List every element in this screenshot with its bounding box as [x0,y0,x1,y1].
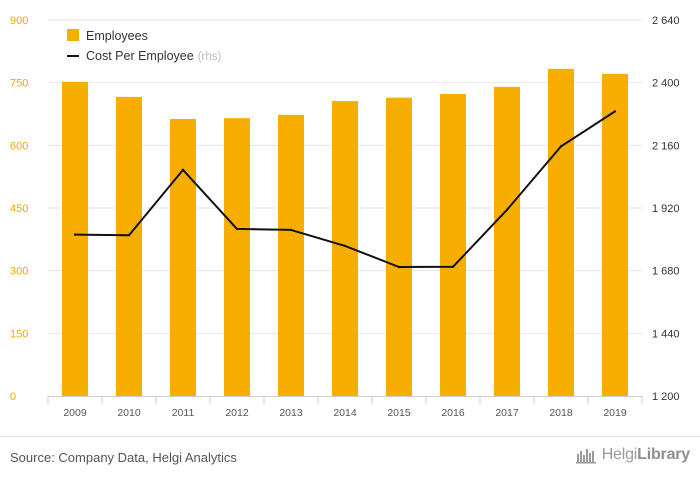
left-tick-label: 450 [10,203,28,215]
line-point-2017[interactable] [505,208,509,212]
right-tick-label: 1 200 [652,391,680,403]
right-tick-label: 1 680 [652,266,680,278]
library-bars-icon [575,449,596,464]
bar-series-employees [62,68,628,397]
source-note: Source: Company Data, Helgi Analytics [10,450,237,465]
legend-label-cost-per-employee[interactable]: Cost Per Employee (rhs) [86,49,221,63]
line-point-2019[interactable] [613,110,617,113]
line-point-2018[interactable] [559,145,563,148]
line-point-2009[interactable] [73,233,77,236]
x-tick-label: 2019 [603,407,627,419]
x-tick-label: 2017 [495,407,519,419]
bar-2013[interactable] [278,114,304,396]
line-point-2015[interactable] [397,265,401,269]
x-axis: 2009 2010 2011 2012 2013 2014 2015 2016 2017 2018… [47,396,643,419]
right-tick-label: 1 920 [652,203,680,215]
x-tick-label: 2012 [225,407,249,419]
line-point-2014[interactable] [343,244,347,248]
line-series-cost-per-employee [73,110,617,269]
x-tick-label: 2010 [117,407,141,419]
left-tick-label: 300 [10,266,28,278]
line-point-2013[interactable] [289,228,293,232]
bar-2011[interactable] [170,119,196,396]
left-tick-label: 600 [10,140,28,152]
x-tick-label: 2013 [279,407,303,419]
x-tick-label: 2009 [63,407,87,419]
left-axis-ticks: 0 150 300 450 600 750 900 [10,15,28,403]
line-point-2012[interactable] [235,227,239,231]
right-axis-ticks: 1 200 1 440 1 680 1 920 2 160 2 400 2 640 [652,15,680,403]
bar-2012[interactable] [224,118,250,396]
legend-swatch-employees [67,29,79,41]
helgi-library-logo[interactable]: HelgiLibrary [575,446,691,464]
legend[interactable]: Employees Cost Per Employee (rhs) [67,29,221,63]
x-tick-label: 2011 [172,407,195,419]
x-tick-label: 2014 [333,407,357,419]
right-tick-label: 2 640 [652,15,680,27]
x-tick-label: 2016 [441,407,465,419]
left-tick-label: 0 [10,391,16,403]
footer: Source: Company Data, Helgi Analytics He… [0,436,700,483]
right-tick-label: 2 400 [652,78,680,90]
line-point-2016[interactable] [451,265,455,268]
bar-2017[interactable] [494,86,520,396]
bar-2016[interactable] [440,93,466,397]
left-tick-label: 750 [10,78,28,90]
footer-divider [0,436,700,437]
legend-label-employees[interactable]: Employees [86,29,148,43]
chart: 2009 2010 2011 2012 2013 2014 2015 2016 2017 2018… [10,15,680,419]
left-tick-label: 150 [10,328,28,340]
bar-2015[interactable] [386,97,412,396]
logo-text: HelgiLibrary [601,446,691,463]
line-point-2010[interactable] [127,233,131,237]
line-point-2011[interactable] [181,168,185,172]
x-tick-label: 2015 [387,407,411,419]
bar-2009[interactable] [62,81,88,396]
right-tick-label: 2 160 [652,140,680,152]
x-tick-label: 2018 [549,407,573,419]
left-tick-label: 900 [10,15,28,27]
bar-2018[interactable] [548,68,574,396]
right-tick-label: 1 440 [652,328,680,340]
bar-2019[interactable] [602,73,628,396]
bar-2010[interactable] [116,96,142,397]
